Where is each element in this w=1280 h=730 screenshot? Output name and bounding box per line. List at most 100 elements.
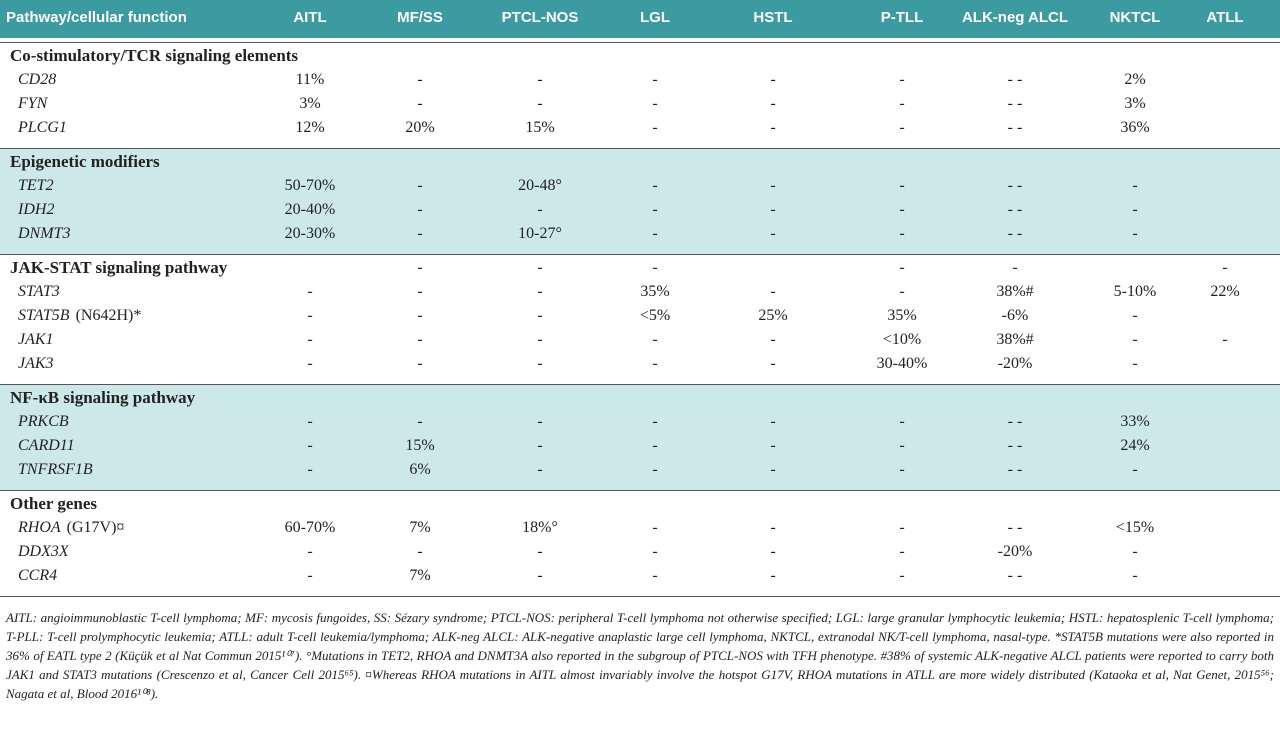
cell: 2% [1124,71,1146,88]
cell: - [1132,225,1138,242]
cell: - [652,355,658,372]
cell: 30-40% [876,355,928,372]
gene-name: RHOA [18,519,61,536]
gene-name: FYN [18,95,48,112]
cell: - [770,331,776,348]
cell: 38%# [996,331,1034,348]
cell: - [652,437,658,454]
cell: 22% [1210,283,1240,300]
cell: - [652,71,658,88]
group-shading [0,384,1280,490]
cell: - [652,567,658,584]
cell: - [417,201,423,218]
cell: - [1132,331,1138,348]
cell: 15% [525,119,555,136]
column-header: ALK-neg ALCL [961,9,1069,26]
gene-name: CCR4 [18,567,58,584]
footnote: AITL: angioimmunoblastic T-cell lymphoma… [6,610,1274,701]
gene-label: STAT3 [18,282,60,302]
cell: 11% [295,71,325,88]
cell: - [652,331,658,348]
cell: - [537,71,543,88]
cell: - [417,95,423,112]
gene-name: CD28 [18,71,57,88]
gene-label: RHOA (G17V)¤ [18,518,124,538]
cell: - [770,567,776,584]
gene-name: STAT3 [18,283,60,300]
gene-label: FYN [18,94,47,114]
cell: - [537,461,543,478]
gene-label: PRKCB [18,412,69,432]
cell: - [417,177,423,194]
cell: - [899,119,905,136]
gene-label: CARD11 [18,436,75,456]
group-cell: - [1012,259,1018,276]
cell: 60-70% [284,519,336,536]
group-separator [0,254,1280,255]
cell: <5% [639,307,671,324]
cell: - [770,95,776,112]
cell: - [899,225,905,242]
cell: - - [1007,225,1023,242]
cell: - [770,461,776,478]
gene-label: CCR4 [18,566,57,586]
cell: - [770,519,776,536]
cell: - [899,177,905,194]
cell: -6% [1001,307,1029,324]
cell: - [537,95,543,112]
column-header: PTCL-NOS [501,9,579,26]
cell: - [652,119,658,136]
cell: - - [1007,71,1023,88]
gene-name: DDX3X [18,543,69,560]
group-cell: - [899,259,905,276]
cell: 33% [1120,413,1150,430]
cell: - [770,543,776,560]
cell: - [537,413,543,430]
cell: 7% [409,567,431,584]
cell: - [1132,177,1138,194]
group-shading [0,148,1280,254]
gene-name: TET2 [18,177,54,194]
group-separator [0,490,1280,491]
cell: - [307,413,313,430]
cell: 20-40% [284,201,336,218]
cell: - [899,413,905,430]
cell: - [537,355,543,372]
gene-label: DDX3X [18,542,69,562]
cell: - [537,331,543,348]
cell: - [417,225,423,242]
gene-name: PRKCB [18,413,69,430]
gene-label: IDH2 [18,200,54,220]
cell: - - [1007,95,1023,112]
cell: - [417,307,423,324]
cell: 15% [405,437,435,454]
cell: - [307,461,313,478]
cell: - [307,543,313,560]
cell: 35% [887,307,917,324]
cell: - [307,307,313,324]
gene-name: JAK1 [18,331,54,348]
gene-name: DNMT3 [18,225,71,242]
table-bottom-rule [0,596,1280,597]
cell: - [899,519,905,536]
cell: 25% [758,307,788,324]
cell: - [417,413,423,430]
cell: - [899,461,905,478]
cell: - - [1007,177,1023,194]
cell: - [417,331,423,348]
cell: 18%° [522,519,558,536]
cell: - - [1007,201,1023,218]
column-header: LGL [640,9,670,26]
column-header: P-TLL [880,9,924,26]
column-header: HSTL [753,9,793,26]
gene-label: JAK3 [18,354,54,374]
cell: 3% [299,95,321,112]
cell: - [307,437,313,454]
cell: - - [1007,413,1023,430]
cell: - [537,307,543,324]
cell: - [307,567,313,584]
cell: - [537,567,543,584]
cell: 35% [640,283,670,300]
gene-label: CD28 [18,70,56,90]
